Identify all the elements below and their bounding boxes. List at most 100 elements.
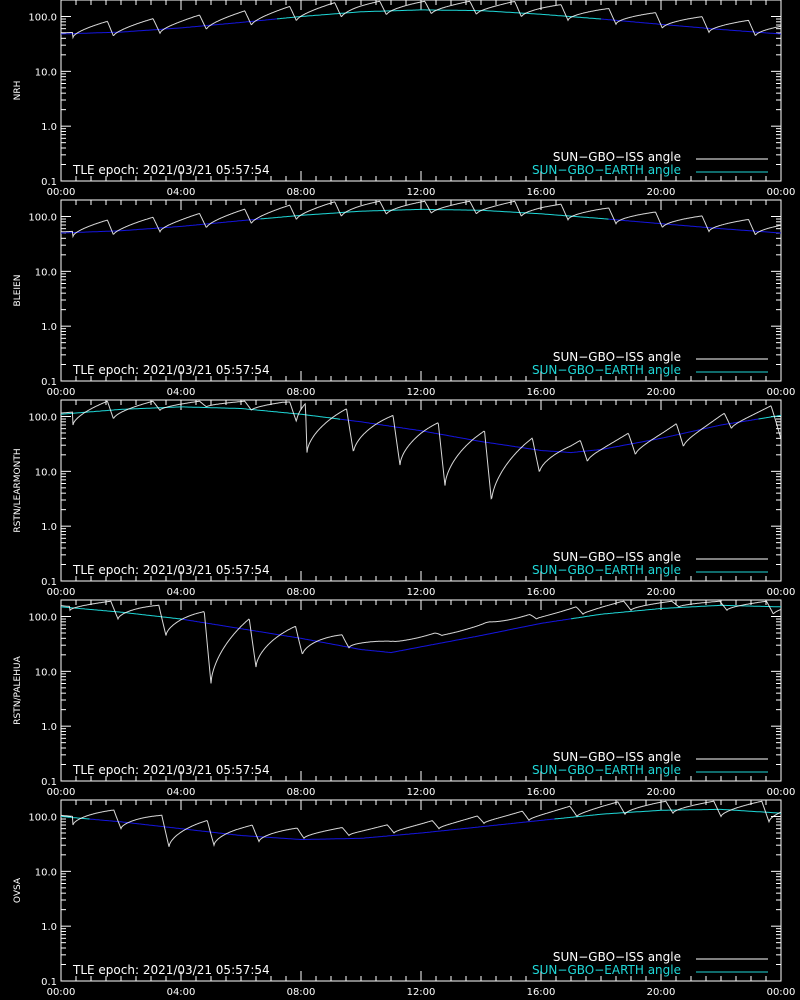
x-tick-label: 08:00 <box>287 587 316 598</box>
y-tick-label: 0.1 <box>41 977 57 988</box>
series-iss-line <box>60 800 782 848</box>
legend-earth-label: SUN−GBO−EARTH angle <box>532 763 681 777</box>
y-tick-label: 0.1 <box>41 377 57 388</box>
panel-3: 0.1 1.0 10.0 100.0 00:00 04:00 08:00 12:00 16:00… <box>13 599 796 798</box>
y-tick-label: 1.0 <box>41 522 57 533</box>
x-tick-label: 00:00 <box>47 587 76 598</box>
y-tick-label: 1.0 <box>41 322 57 333</box>
x-tick-label: 00:00 <box>47 987 76 998</box>
series-earth-line <box>554 808 782 820</box>
series-iss-line <box>60 400 782 500</box>
x-tick-label: 20:00 <box>647 587 676 598</box>
series-earth-line <box>276 9 602 20</box>
x-tick-label: 08:00 <box>287 987 316 998</box>
series-iss-line <box>61 0 782 40</box>
legend-iss-label: SUN−GBO−ISS angle <box>553 150 681 164</box>
x-tick-label: 20:00 <box>647 187 676 198</box>
y-axis-label: RSTN/LEARMONTH <box>13 448 23 532</box>
x-tick-label: 08:00 <box>287 787 316 798</box>
y-axis-label: BLEIEN <box>13 275 23 307</box>
y-tick-label: 10.0 <box>35 267 57 278</box>
x-tick-label: 04:00 <box>167 987 196 998</box>
y-tick-label: 100.0 <box>28 613 57 624</box>
x-tick-label: 00:00 <box>767 987 796 998</box>
series-iss-line <box>61 600 782 684</box>
y-axis-label: RSTN/PALEHUA <box>13 655 23 724</box>
legend-earth-label: SUN−GBO−EARTH angle <box>532 363 681 377</box>
x-tick-label: 08:00 <box>287 387 316 398</box>
series-earth-line <box>758 414 782 420</box>
x-tick-label: 00:00 <box>767 787 796 798</box>
x-tick-label: 12:00 <box>407 187 436 198</box>
x-tick-label: 16:00 <box>527 387 556 398</box>
x-tick-label: 16:00 <box>527 987 556 998</box>
series-earth-line <box>60 18 278 35</box>
series-earth-line <box>600 18 782 35</box>
series-earth-line <box>570 604 782 620</box>
y-axis-label: NRH <box>13 81 23 101</box>
x-tick-label: 00:00 <box>47 187 76 198</box>
tle-epoch-annotation: TLE epoch: 2021/03/21 05:57:54 <box>72 163 270 177</box>
tle-epoch-annotation: TLE epoch: 2021/03/21 05:57:54 <box>72 963 270 977</box>
series-earth-line <box>182 618 572 654</box>
y-axis-label: OVSA <box>13 877 23 903</box>
series-earth-line <box>61 218 261 234</box>
y-tick-label: 10.0 <box>35 67 57 78</box>
y-tick-label: 1.0 <box>41 122 57 133</box>
y-tick-label: 0.1 <box>41 177 57 188</box>
x-tick-label: 04:00 <box>167 787 196 798</box>
y-tick-label: 1.0 <box>41 922 57 933</box>
x-tick-label: 00:00 <box>47 387 76 398</box>
x-tick-label: 04:00 <box>167 187 196 198</box>
x-tick-label: 20:00 <box>647 387 676 398</box>
legend-iss-label: SUN−GBO−ISS angle <box>553 750 681 764</box>
x-tick-label: 04:00 <box>167 587 196 598</box>
legend-earth-label: SUN−GBO−EARTH angle <box>532 563 681 577</box>
y-tick-label: 100.0 <box>28 813 57 824</box>
legend-iss-label: SUN−GBO−ISS angle <box>553 350 681 364</box>
series-earth-line <box>608 218 782 234</box>
y-tick-label: 0.1 <box>41 577 57 588</box>
x-tick-label: 20:00 <box>647 787 676 798</box>
tle-epoch-annotation: TLE epoch: 2021/03/21 05:57:54 <box>72 763 270 777</box>
legend-earth-label: SUN−GBO−EARTH angle <box>532 963 681 977</box>
x-tick-label: 12:00 <box>407 787 436 798</box>
x-tick-label: 12:00 <box>407 987 436 998</box>
y-tick-label: 10.0 <box>35 467 57 478</box>
panel-4: 0.1 1.0 10.0 100.0 00:00 04:00 08:00 12:00 16:00… <box>13 799 796 998</box>
panel-0: 0.1 1.0 10.0 100.0 00:00 04:00 08:00 12:00 16:00… <box>13 0 795 198</box>
y-tick-label: 10.0 <box>35 867 57 878</box>
x-tick-label: 00:00 <box>767 387 796 398</box>
series-earth-line <box>60 816 90 820</box>
y-tick-label: 100.0 <box>28 13 57 24</box>
x-tick-label: 12:00 <box>407 587 436 598</box>
series-earth-line <box>89 818 555 840</box>
y-tick-label: 0.1 <box>41 777 57 788</box>
x-tick-label: 16:00 <box>527 187 556 198</box>
legend-iss-label: SUN−GBO−ISS angle <box>553 950 681 964</box>
x-tick-label: 16:00 <box>527 587 556 598</box>
tle-epoch-annotation: TLE epoch: 2021/03/21 05:57:54 <box>72 563 270 577</box>
legend-earth-label: SUN−GBO−EARTH angle <box>532 163 681 177</box>
x-tick-label: 12:00 <box>407 387 436 398</box>
x-tick-label: 16:00 <box>527 787 556 798</box>
y-tick-label: 1.0 <box>41 722 57 733</box>
panel-2: 0.1 1.0 10.0 100.0 00:00 04:00 08:00 12:00 16:00… <box>13 399 796 598</box>
series-earth-line <box>260 208 609 220</box>
series-iss-line <box>61 200 782 239</box>
tle-epoch-annotation: TLE epoch: 2021/03/21 05:57:54 <box>72 363 270 377</box>
x-tick-label: 00:00 <box>47 787 76 798</box>
x-tick-label: 08:00 <box>287 187 316 198</box>
series-earth-line <box>60 606 183 620</box>
panel-1: 0.1 1.0 10.0 100.0 00:00 04:00 08:00 12:00 16:00… <box>13 199 796 398</box>
y-tick-label: 100.0 <box>28 413 57 424</box>
x-tick-label: 00:00 <box>767 187 796 198</box>
y-tick-label: 100.0 <box>28 213 57 224</box>
x-tick-label: 04:00 <box>167 387 196 398</box>
x-tick-label: 00:00 <box>767 587 796 598</box>
x-tick-label: 20:00 <box>647 987 676 998</box>
y-tick-label: 10.0 <box>35 667 57 678</box>
legend-iss-label: SUN−GBO−ISS angle <box>553 550 681 564</box>
